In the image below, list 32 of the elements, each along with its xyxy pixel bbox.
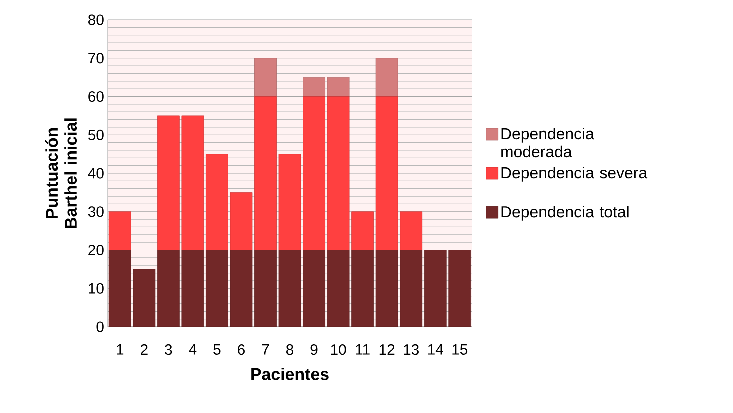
legend-label: Dependencia total [502, 206, 629, 221]
x-tick-label: 5 [214, 344, 221, 355]
y-tick-label: 40 [88, 168, 104, 179]
y-tick-label: 0 [96, 322, 104, 332]
x-tick-label: 7 [262, 344, 270, 355]
x-tick-label: 10 [331, 344, 346, 356]
y-tick-label: 10 [89, 283, 104, 294]
x-tick-label: 2 [141, 344, 148, 355]
x-tick-label: 1 [117, 344, 124, 355]
x-tick-label: 11 [356, 344, 370, 355]
x-axis-title: Pacientes [252, 368, 329, 380]
x-tick-label: 15 [452, 344, 468, 355]
x-tick-label: 3 [165, 344, 172, 356]
y-tick-label: 70 [88, 53, 104, 64]
y-axis-title: Puntuación Barthel inicial [46, 118, 78, 228]
bar [254, 58, 277, 97]
x-tick-label: 8 [286, 344, 294, 356]
x-tick-label: 12 [380, 344, 395, 355]
legend-label: Dependencia severa [502, 166, 648, 182]
x-tick-label: 13 [404, 344, 419, 356]
y-tick-label: 20 [88, 244, 104, 256]
y-tick-label: 80 [88, 14, 104, 26]
y-tick-label: 30 [88, 206, 104, 218]
bar [376, 58, 398, 97]
x-tick-label: 9 [310, 344, 318, 356]
x-tick-label: 14 [428, 344, 444, 355]
x-tick-label: 6 [238, 344, 245, 356]
y-tick-label: 60 [88, 91, 104, 102]
bar [108, 212, 132, 250]
x-tick-label: 4 [189, 344, 197, 355]
y-tick-label: 50 [88, 130, 104, 140]
legend-label: Dependencia moderada [502, 128, 594, 158]
